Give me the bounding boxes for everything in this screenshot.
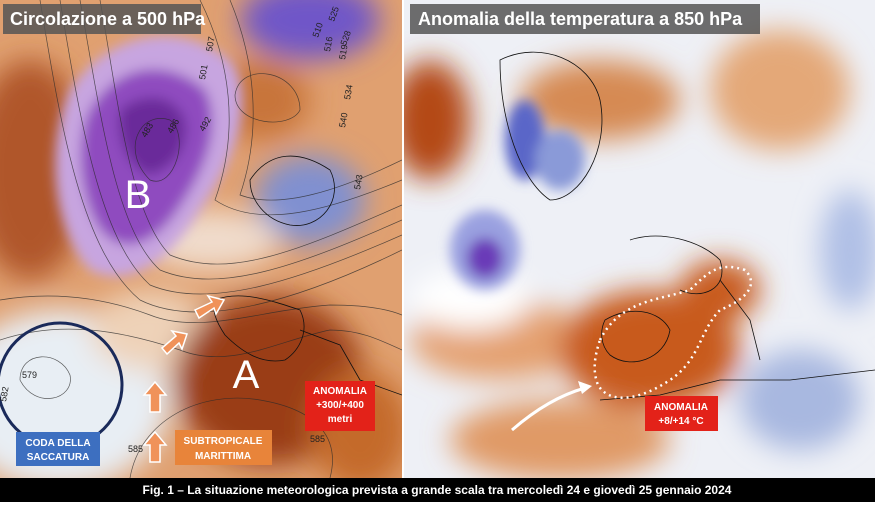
anomaly-outline <box>593 265 753 399</box>
flow-arrowhead <box>578 381 592 394</box>
temp-anomaly-line1: ANOMALIA <box>654 402 708 413</box>
contour-label: 501 <box>197 64 209 81</box>
air-mass-line1: SUBTROPICALE <box>184 436 263 447</box>
coastlines <box>499 51 875 401</box>
left-title: Circolazione a 500 hPa <box>10 9 206 29</box>
anomaly-line2: +300/+400 <box>316 400 364 411</box>
trough-line2: SACCATURA <box>27 452 90 463</box>
flow-arrows <box>142 294 226 463</box>
contour-label: 579 <box>22 370 37 380</box>
coastlines <box>213 155 402 396</box>
contour-label: 585 <box>128 444 143 454</box>
flow-arrow <box>511 386 586 432</box>
contour-label: 507 <box>204 36 216 53</box>
contour-label: 516 <box>322 36 334 53</box>
temp-anomaly-line2: +8/+14 °C <box>658 416 703 427</box>
contour-label: 582 <box>0 386 11 403</box>
air-mass-line2: MARITTIMA <box>195 451 251 462</box>
trough-line1: CODA DELLA <box>25 438 90 449</box>
contour-label: 543 <box>352 174 364 191</box>
right-map <box>404 0 875 478</box>
contour-label: 510 <box>310 21 325 39</box>
contour-label: 585 <box>310 434 325 444</box>
contour-label: 534 <box>342 84 354 101</box>
right-title: Anomalia della temperatura a 850 hPa <box>418 9 743 29</box>
high-label: A <box>233 353 260 397</box>
contour-label: 528 <box>338 29 353 47</box>
contour-label: 519 <box>337 44 349 61</box>
caption: Fig. 1 – La situazione meteorologica pre… <box>143 483 732 497</box>
left-map <box>0 0 402 478</box>
contour-label: 525 <box>326 5 341 23</box>
anomaly-line1: ANOMALIA <box>313 386 367 397</box>
low-label: B <box>125 173 152 217</box>
contour-label: 540 <box>337 112 349 129</box>
contour-lines <box>0 0 402 478</box>
anomaly-line3: metri <box>328 414 353 425</box>
